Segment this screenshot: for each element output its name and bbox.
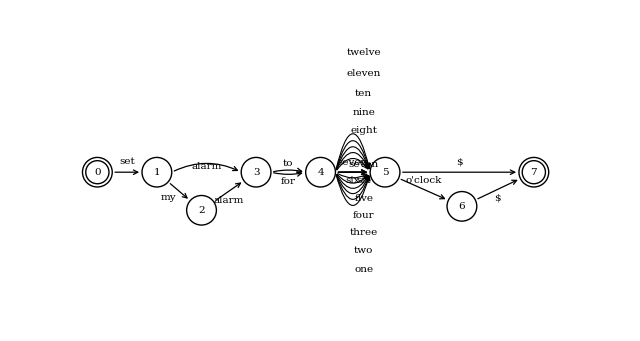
Text: seven: seven <box>349 160 379 169</box>
Text: 5: 5 <box>381 168 388 177</box>
Ellipse shape <box>187 195 216 225</box>
FancyArrowPatch shape <box>274 172 301 176</box>
FancyArrowPatch shape <box>336 134 371 169</box>
Text: twelve: twelve <box>346 48 381 57</box>
Ellipse shape <box>241 158 271 187</box>
Text: alarm: alarm <box>214 196 244 205</box>
Text: for: for <box>281 177 296 186</box>
FancyArrowPatch shape <box>115 170 138 175</box>
Text: 3: 3 <box>253 168 259 177</box>
Text: one: one <box>354 265 373 274</box>
FancyArrowPatch shape <box>401 179 445 199</box>
FancyArrowPatch shape <box>337 175 369 194</box>
FancyArrowPatch shape <box>174 163 237 171</box>
Text: eleven: eleven <box>346 69 381 78</box>
FancyArrowPatch shape <box>478 180 516 199</box>
Ellipse shape <box>370 158 400 187</box>
FancyArrowPatch shape <box>336 175 370 206</box>
Text: eight: eight <box>350 126 377 135</box>
FancyArrowPatch shape <box>170 184 187 198</box>
Text: $: $ <box>495 194 501 203</box>
FancyArrowPatch shape <box>338 170 366 175</box>
FancyArrowPatch shape <box>403 170 515 175</box>
Text: four: four <box>353 211 374 220</box>
Ellipse shape <box>447 192 477 221</box>
FancyArrowPatch shape <box>336 140 370 169</box>
Text: set: set <box>119 158 135 166</box>
Text: o'clock: o'clock <box>405 176 442 184</box>
FancyArrowPatch shape <box>216 183 241 200</box>
FancyArrowPatch shape <box>337 174 367 183</box>
FancyArrowPatch shape <box>337 175 368 189</box>
Text: ten: ten <box>355 89 372 98</box>
Ellipse shape <box>306 158 335 187</box>
Text: alarm: alarm <box>191 162 221 171</box>
Text: 4: 4 <box>317 168 324 177</box>
Text: nine: nine <box>352 108 375 117</box>
Text: two: two <box>354 247 373 255</box>
FancyArrowPatch shape <box>337 147 369 169</box>
FancyArrowPatch shape <box>337 152 369 170</box>
Text: 2: 2 <box>198 206 205 215</box>
Text: five: five <box>354 194 373 203</box>
Ellipse shape <box>519 158 548 187</box>
Text: 1: 1 <box>154 168 160 177</box>
FancyArrowPatch shape <box>338 170 366 175</box>
FancyArrowPatch shape <box>338 174 367 178</box>
Ellipse shape <box>142 158 172 187</box>
Text: 7: 7 <box>531 168 537 177</box>
Text: six: six <box>356 176 371 185</box>
FancyArrowPatch shape <box>337 159 368 170</box>
Text: three: three <box>349 228 378 237</box>
Text: to: to <box>283 159 294 167</box>
Text: my: my <box>161 193 177 202</box>
Text: 0: 0 <box>94 168 100 177</box>
Text: 6: 6 <box>459 202 465 211</box>
FancyArrowPatch shape <box>338 170 366 174</box>
Ellipse shape <box>83 158 112 187</box>
Text: six: six <box>346 176 360 185</box>
FancyArrowPatch shape <box>336 175 369 199</box>
Text: seven: seven <box>338 159 368 167</box>
FancyArrowPatch shape <box>274 168 301 173</box>
Text: $: $ <box>456 158 463 167</box>
